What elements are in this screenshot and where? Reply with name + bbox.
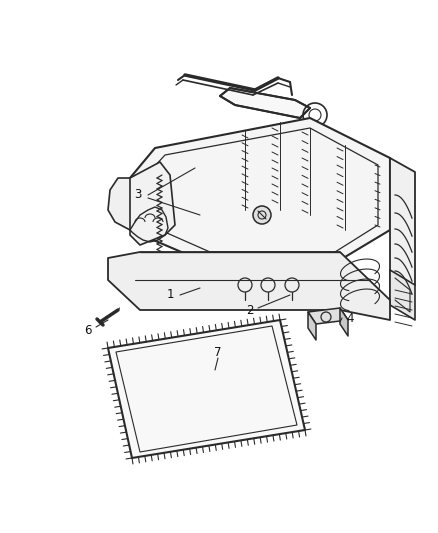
Text: 3: 3 (134, 189, 141, 201)
Polygon shape (390, 270, 415, 320)
Circle shape (253, 206, 271, 224)
Polygon shape (130, 162, 175, 245)
Text: 1: 1 (166, 288, 174, 302)
Text: 7: 7 (214, 346, 222, 359)
Polygon shape (308, 312, 316, 340)
Text: 4: 4 (346, 311, 354, 325)
Text: 2: 2 (246, 303, 254, 317)
Polygon shape (340, 308, 348, 336)
Polygon shape (108, 178, 142, 230)
Text: 6: 6 (84, 324, 92, 336)
Polygon shape (308, 308, 348, 324)
Polygon shape (130, 118, 390, 260)
Polygon shape (108, 252, 390, 320)
Polygon shape (108, 320, 305, 458)
Polygon shape (220, 88, 310, 118)
Polygon shape (390, 158, 415, 300)
